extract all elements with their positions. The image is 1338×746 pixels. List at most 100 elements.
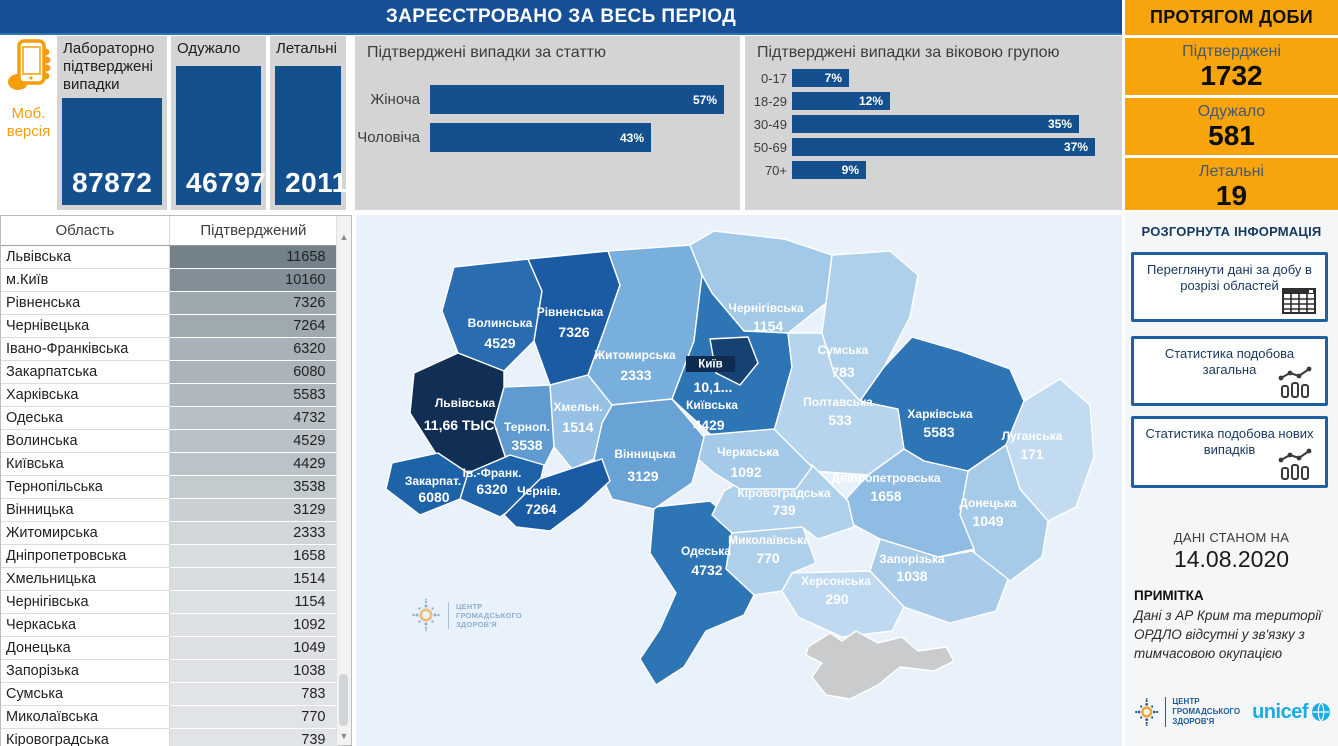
table-row[interactable]: Хмельницька 1514 — [1, 567, 338, 591]
bar[interactable]: 12% — [792, 92, 890, 110]
bar[interactable]: 57% — [430, 85, 724, 114]
kyiv-city-chip[interactable] — [686, 356, 735, 372]
region-name-cell[interactable]: Тернопільська — [1, 475, 170, 499]
scrollbar-thumb[interactable] — [339, 674, 348, 726]
region-value-cell[interactable]: 6320 — [169, 337, 338, 361]
table-row[interactable]: Кіровоградська 739 — [1, 728, 338, 746]
region-value-cell[interactable]: 4732 — [169, 406, 338, 430]
table-row[interactable]: Львівська 11658 — [1, 245, 338, 269]
table-row[interactable]: Закарпатська 6080 — [1, 360, 338, 384]
region-name-cell[interactable]: Львівська — [1, 245, 170, 269]
scroll-up-icon[interactable]: ▲ — [339, 232, 349, 242]
table-row[interactable]: Запорізька 1038 — [1, 659, 338, 683]
region-name-cell[interactable]: Запорізька — [1, 659, 170, 683]
column-header-region[interactable]: Область — [1, 216, 170, 246]
scroll-down-icon[interactable]: ▼ — [339, 731, 349, 741]
region-name-cell[interactable]: Харківська — [1, 383, 170, 407]
region-value-cell[interactable]: 1038 — [169, 659, 338, 683]
bar[interactable]: 9% — [792, 161, 866, 179]
column-header-confirmed[interactable]: Підтверджений — [169, 216, 339, 246]
region-name-cell[interactable]: Миколаївська — [1, 705, 170, 729]
bar[interactable]: 43% — [430, 123, 651, 152]
region-value-cell[interactable]: 7326 — [169, 291, 338, 315]
table-row[interactable]: Чернігівська 1154 — [1, 590, 338, 614]
region-value-cell[interactable]: 1514 — [169, 567, 338, 591]
region-value-cell[interactable]: 11658 — [169, 245, 338, 269]
map-region[interactable] — [503, 458, 611, 532]
table-row[interactable]: Волинська 4529 — [1, 429, 338, 453]
region-value-cell[interactable]: 4429 — [169, 452, 338, 476]
region-value-cell[interactable]: 739 — [169, 728, 338, 746]
region-name-cell[interactable]: Хмельницька — [1, 567, 170, 591]
table-row[interactable]: Дніпропетровська 1658 — [1, 544, 338, 568]
table-row[interactable]: Івано-Франківська 6320 — [1, 337, 338, 361]
bar[interactable]: 7% — [792, 69, 849, 87]
region-name-cell[interactable]: м.Київ — [1, 268, 170, 292]
map-region[interactable] — [805, 630, 955, 700]
map-region[interactable] — [409, 352, 507, 480]
map-region[interactable] — [697, 428, 813, 490]
map-region-value: 7326 — [558, 324, 589, 340]
region-value-cell[interactable]: 783 — [169, 682, 338, 706]
table-row[interactable]: Житомирська 2333 — [1, 521, 338, 545]
table-scrollbar[interactable]: ▲ ▼ — [336, 216, 351, 745]
map-region[interactable] — [781, 570, 905, 638]
region-name-cell[interactable]: Рівненська — [1, 291, 170, 315]
daily-card-value: 581 — [1208, 120, 1255, 151]
table-row[interactable]: Донецька 1049 — [1, 636, 338, 660]
region-value-cell[interactable]: 1658 — [169, 544, 338, 568]
region-name-cell[interactable]: Донецька — [1, 636, 170, 660]
region-name-cell[interactable]: Черкаська — [1, 613, 170, 637]
region-name-cell[interactable]: Чернігівська — [1, 590, 170, 614]
region-name-cell[interactable]: Житомирська — [1, 521, 170, 545]
region-name-cell[interactable]: Чернівецька — [1, 314, 170, 338]
region-name-cell[interactable]: Дніпропетровська — [1, 544, 170, 568]
region-name-cell[interactable]: Київська — [1, 452, 170, 476]
mobile-version-link[interactable]: Моб. версія — [2, 38, 55, 178]
button-daily-by-region[interactable]: Переглянути дані за добу в розрізі облас… — [1131, 252, 1328, 322]
region-name-cell[interactable]: Вінницька — [1, 498, 170, 522]
table-row[interactable]: Черкаська 1092 — [1, 613, 338, 637]
region-value-cell[interactable]: 5583 — [169, 383, 338, 407]
daily-card-confirmed: Підтверджені 1732 — [1125, 38, 1338, 95]
region-value-cell[interactable]: 6080 — [169, 360, 338, 384]
region-value-cell[interactable]: 770 — [169, 705, 338, 729]
table-row[interactable]: Рівненська 7326 — [1, 291, 338, 315]
region-value-cell[interactable]: 7264 — [169, 314, 338, 338]
button-label: Переглянути дані за добу в розрізі облас… — [1147, 262, 1312, 293]
button-daily-statistics-new-cases[interactable]: Статистика подобова нових випадків — [1131, 416, 1328, 488]
table-row[interactable]: Миколаївська 770 — [1, 705, 338, 729]
table-row[interactable]: Тернопільська 3538 — [1, 475, 338, 499]
table-row[interactable]: Чернівецька 7264 — [1, 314, 338, 338]
region-value-cell[interactable]: 1049 — [169, 636, 338, 660]
bar[interactable]: 35% — [792, 115, 1079, 133]
region-name-cell[interactable]: Волинська — [1, 429, 170, 453]
daily-card-value: 1732 — [1200, 60, 1263, 91]
table-row[interactable]: Харківська 5583 — [1, 383, 338, 407]
region-value-cell[interactable]: 4529 — [169, 429, 338, 453]
registered-period-title: ЗАРЕЄСТРОВАНО ЗА ВЕСЬ ПЕРІОД — [385, 5, 737, 27]
map-region-label: Львівська — [435, 396, 496, 410]
region-name-cell[interactable]: Сумська — [1, 682, 170, 706]
region-value-cell[interactable]: 3129 — [169, 498, 338, 522]
map-region[interactable] — [385, 452, 469, 516]
bar-category-label: Жіноча — [370, 91, 420, 108]
region-value-cell[interactable]: 1092 — [169, 613, 338, 637]
table-row[interactable]: Вінницька 3129 — [1, 498, 338, 522]
bar[interactable]: 37% — [792, 138, 1095, 156]
region-name-cell[interactable]: Кіровоградська — [1, 728, 170, 746]
daily-card-label: Одужало — [1197, 103, 1266, 120]
table-row[interactable]: Одеська 4732 — [1, 406, 338, 430]
region-value-cell[interactable]: 1154 — [169, 590, 338, 614]
button-daily-statistics-total[interactable]: Статистика подобова загальна — [1131, 336, 1328, 406]
table-row[interactable]: м.Київ 10160 — [1, 268, 338, 292]
region-name-cell[interactable]: Закарпатська — [1, 360, 170, 384]
region-name-cell[interactable]: Одеська — [1, 406, 170, 430]
region-value-cell[interactable]: 10160 — [169, 268, 338, 292]
region-value-cell[interactable]: 2333 — [169, 521, 338, 545]
table-row[interactable]: Київська 4429 — [1, 452, 338, 476]
table-row[interactable]: Сумська 783 — [1, 682, 338, 706]
region-name-cell[interactable]: Івано-Франківська — [1, 337, 170, 361]
gender-bars: Жіноча 57% Чоловіча 43% — [355, 85, 740, 152]
region-value-cell[interactable]: 3538 — [169, 475, 338, 499]
